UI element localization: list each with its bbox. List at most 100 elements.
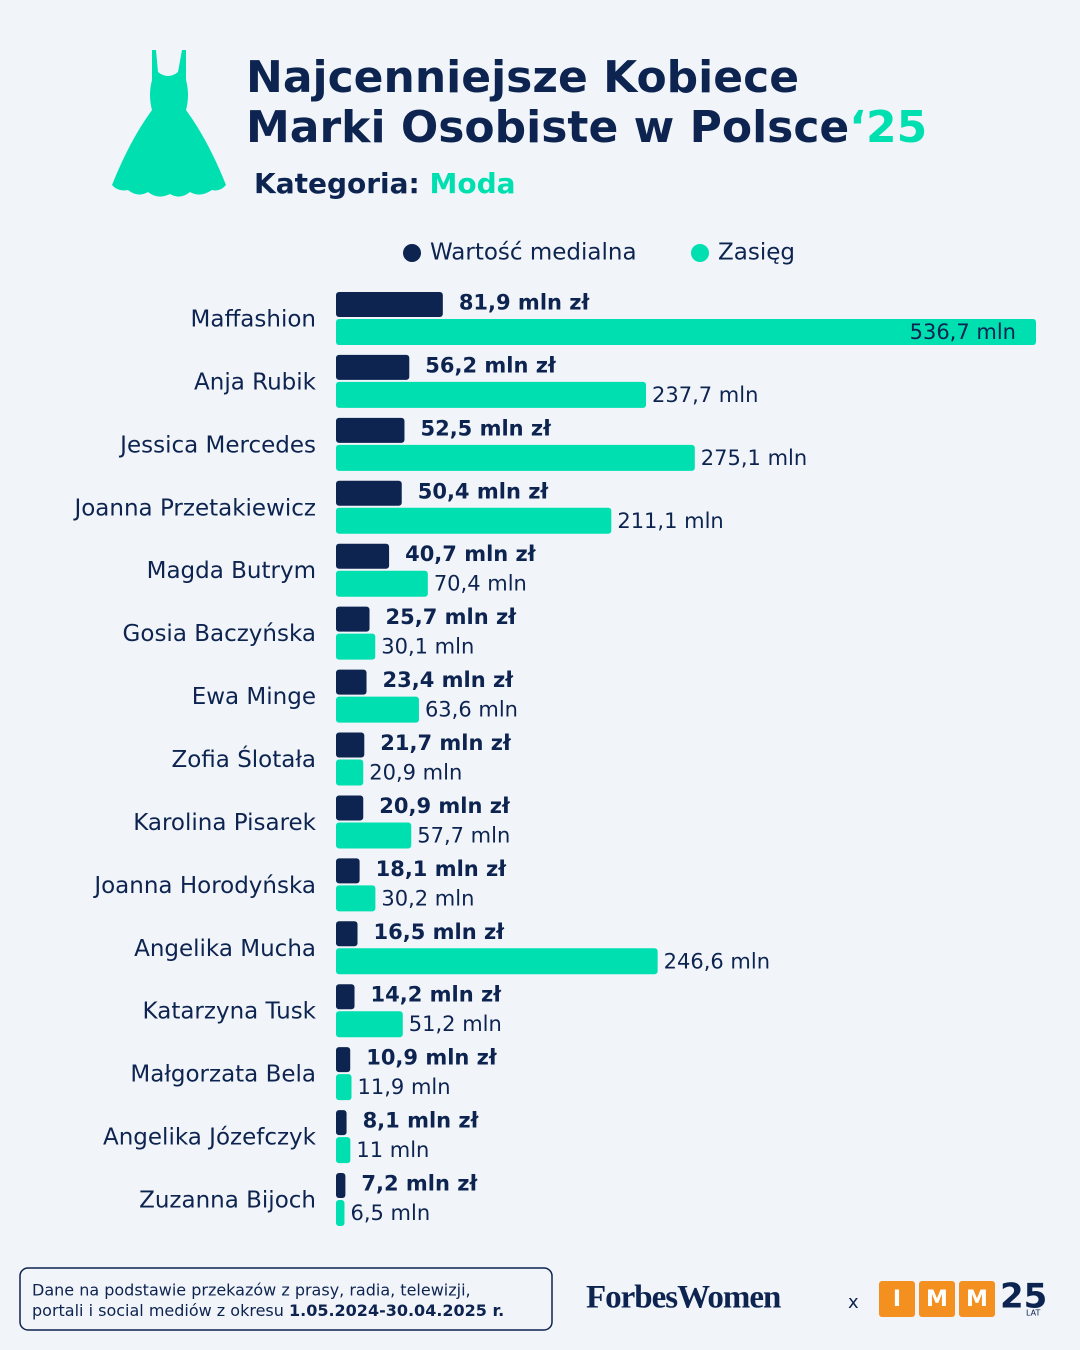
- bar: [336, 921, 358, 947]
- value-label: 40,7 mln zł: [405, 542, 537, 566]
- subtitle-label: Kategoria:: [254, 167, 420, 200]
- bar: [336, 696, 419, 723]
- imm-box: [959, 1281, 995, 1317]
- bar: [336, 1173, 346, 1199]
- bar: [336, 507, 612, 534]
- imm-box: [919, 1281, 955, 1317]
- bar: [336, 822, 412, 849]
- subtitle: Kategoria: Moda: [254, 167, 516, 200]
- value-label: 11,9 mln: [358, 1075, 451, 1099]
- value-label: 52,5 mln zł: [420, 416, 552, 440]
- bar: [336, 1110, 347, 1136]
- value-label: 23,4 mln zł: [383, 668, 515, 692]
- value-label: 8,1 mln zł: [363, 1109, 480, 1133]
- bar: [336, 1047, 351, 1073]
- legend-label: Zasięg: [718, 240, 795, 266]
- value-label: 237,7 mln: [652, 383, 758, 407]
- bar: [336, 417, 405, 443]
- bar: [336, 354, 410, 380]
- bar: [336, 669, 367, 695]
- category-label: Magda Butrym: [147, 558, 316, 584]
- note-line: portali i social mediów z okresu 1.05.20…: [32, 1301, 504, 1320]
- bar: [336, 759, 364, 786]
- imm-letter: M: [966, 1287, 988, 1312]
- forbes-logo: ForbesWomen: [586, 1280, 781, 1316]
- category-label: Angelika Mucha: [134, 936, 316, 962]
- bar: [336, 480, 402, 506]
- value-label: 275,1 mln: [701, 446, 807, 470]
- title-text: Marki Osobiste w Polsce: [246, 102, 849, 153]
- bar: [336, 319, 1036, 345]
- bar: [336, 633, 376, 660]
- category-label: Angelika Józefczyk: [103, 1125, 317, 1151]
- category-label: Joanna Horodyńska: [92, 873, 316, 899]
- note-date: 1.05.2024-30.04.2025 r.: [289, 1301, 504, 1320]
- value-label: 51,2 mln: [409, 1012, 502, 1036]
- value-label: 30,2 mln: [381, 886, 474, 910]
- category-label: Zofia Ślotała: [171, 745, 316, 773]
- bar: [336, 858, 360, 884]
- bar: [336, 1137, 351, 1164]
- subtitle-value: Moda: [430, 167, 516, 200]
- value-label: 211,1 mln: [617, 509, 723, 533]
- value-label: 63,6 mln: [425, 698, 518, 722]
- category-label: Małgorzata Bela: [130, 1062, 316, 1088]
- category-label: Joanna Przetakiewicz: [72, 495, 316, 521]
- separator: x: [848, 1292, 859, 1313]
- value-label: 21,7 mln zł: [380, 731, 512, 755]
- bar: [336, 885, 376, 912]
- bar: [336, 948, 658, 975]
- bar: [336, 381, 647, 408]
- bar: [336, 292, 443, 317]
- bar: [336, 795, 364, 821]
- value-label: 50,4 mln zł: [418, 479, 550, 503]
- dress-icon: [112, 50, 226, 197]
- value-label: 18,1 mln zł: [376, 857, 508, 881]
- value-label: 25,7 mln zł: [386, 605, 518, 629]
- bar: [336, 732, 365, 758]
- bar: [336, 1074, 352, 1101]
- category-label: Maffashion: [191, 307, 316, 333]
- bar: [336, 1011, 403, 1038]
- bar: [336, 984, 355, 1010]
- category-label: Zuzanna Bijoch: [139, 1188, 316, 1214]
- bar: [336, 1200, 345, 1227]
- category-label: Gosia Baczyńska: [123, 621, 316, 647]
- legend-swatch: [691, 244, 709, 262]
- note-line: Dane na podstawie przekazów z prasy, rad…: [32, 1281, 471, 1300]
- imm-letter: I: [893, 1287, 901, 1312]
- bar: [336, 570, 428, 597]
- value-label: 16,5 mln zł: [374, 920, 506, 944]
- value-label: 30,1 mln: [381, 635, 474, 659]
- category-label: Ewa Minge: [192, 684, 316, 710]
- note-text: portali i social mediów z okresu: [32, 1301, 284, 1320]
- bar: [336, 606, 370, 632]
- category-label: Karolina Pisarek: [133, 810, 316, 836]
- category-label: Katarzyna Tusk: [143, 999, 317, 1025]
- bar: [336, 444, 695, 471]
- value-label: 7,2 mln zł: [361, 1172, 478, 1196]
- imm-letter: M: [926, 1287, 948, 1312]
- bar: [336, 543, 390, 569]
- value-label: 10,9 mln zł: [366, 1046, 498, 1070]
- anniversary-unit: LAT: [1026, 1309, 1040, 1318]
- value-label: 246,6 mln: [664, 949, 770, 973]
- category-label: Anja Rubik: [194, 369, 317, 395]
- legend-label: Wartość medialna: [430, 240, 637, 266]
- value-label: 70,4 mln: [434, 572, 527, 596]
- value-label: 81,9 mln zł: [459, 291, 591, 315]
- category-label: Jessica Mercedes: [118, 432, 316, 458]
- anniversary: 25: [1000, 1277, 1047, 1317]
- title-line: Marki Osobiste w Polsce‘25: [246, 102, 927, 153]
- value-label: 6,5 mln: [350, 1201, 430, 1225]
- legend-swatch: [403, 244, 421, 262]
- imm-box: [879, 1281, 915, 1317]
- title-line: Najcenniejsze Kobiece: [246, 52, 799, 103]
- value-label: 57,7 mln: [417, 823, 510, 847]
- value-label: 11 mln: [356, 1138, 429, 1162]
- note-box: [19, 1267, 553, 1331]
- value-label: 56,2 mln zł: [425, 353, 557, 377]
- value-label: 14,2 mln zł: [371, 983, 503, 1007]
- value-label: 20,9 mln zł: [379, 794, 511, 818]
